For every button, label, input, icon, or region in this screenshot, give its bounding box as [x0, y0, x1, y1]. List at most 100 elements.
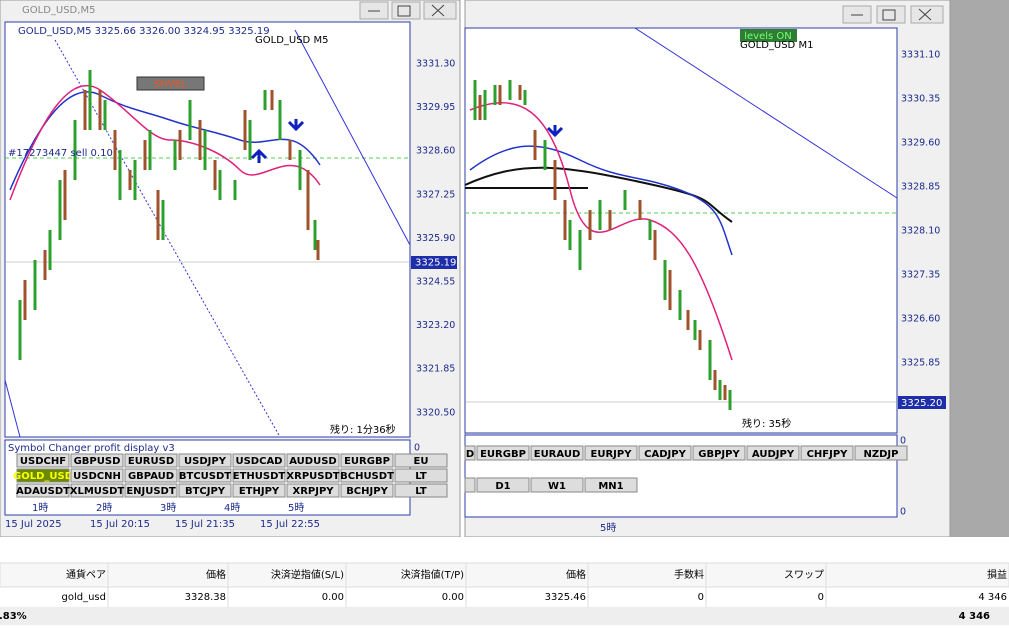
symbol-button[interactable] [394, 453, 448, 468]
symbol-label: ENJUSDT [126, 486, 176, 497]
symbol-button[interactable] [800, 445, 854, 461]
timeframe-button[interactable] [464, 477, 476, 493]
symbol-button[interactable] [178, 453, 232, 468]
time-label: 3時 [160, 502, 176, 514]
symbol-button[interactable] [232, 483, 286, 498]
table-cell: 0 [698, 592, 704, 603]
symbol-button[interactable] [232, 468, 286, 483]
arrow-down [546, 125, 564, 138]
window-icons [368, 4, 445, 17]
date-label: 15 Jul 2025 [5, 519, 62, 530]
symbol-button[interactable] [530, 445, 584, 461]
symbol-button[interactable] [124, 453, 178, 468]
timeframe-label: W1 [548, 481, 566, 492]
symbol-button[interactable] [584, 445, 638, 461]
symbol-label: XLMUSDT [70, 486, 125, 497]
levels-label: levels ON [744, 31, 792, 42]
timeframe-label: D1 [495, 481, 510, 492]
candles [18, 70, 320, 360]
symbol-label: USDCHF [20, 456, 66, 467]
symbol-button[interactable] [340, 453, 394, 468]
timeframe-button[interactable] [476, 477, 530, 493]
symbol-button[interactable] [124, 483, 178, 498]
symbol-label: ETHJPY [239, 486, 280, 497]
timeframe-button[interactable] [530, 477, 584, 493]
symbol-button[interactable] [16, 468, 70, 483]
symbol-label: LT [415, 486, 427, 497]
table-header-cell: 損益 [987, 568, 1007, 581]
shvel-box [136, 76, 205, 91]
order-label: #17273447 sell 0.10 [8, 148, 113, 159]
symbol-button[interactable] [16, 483, 70, 498]
symbol-button[interactable] [476, 445, 530, 461]
current-price: 3325.19 [415, 258, 456, 269]
symbol-label: EURGBP [344, 456, 390, 467]
time-label: 5時 [288, 502, 304, 514]
date-label: 15 Jul 21:35 [175, 519, 235, 530]
symbol-label: GBPUSD [74, 456, 121, 467]
symbol-button[interactable] [746, 445, 800, 461]
price-label: 3331.10 [901, 50, 940, 61]
symbol-label: AUDJPY [752, 449, 795, 460]
symbol-label: CHFJPY [807, 449, 849, 460]
symbol-button[interactable] [70, 453, 124, 468]
table-footer [0, 607, 1009, 625]
close-button[interactable] [423, 1, 457, 20]
symbol-label: BCHJPY [346, 486, 388, 497]
time-label: 4時 [224, 502, 240, 514]
symbol-button[interactable] [178, 483, 232, 498]
price-label: 3331.30 [416, 59, 455, 70]
price-label: 3324.55 [416, 277, 455, 288]
ma-line [469, 102, 733, 361]
symbol-label: BTCJPY [185, 486, 226, 497]
ma-line [9, 84, 321, 201]
symbol-button[interactable] [394, 483, 448, 498]
shvel-label: SHVEL [154, 79, 187, 90]
symbol-button[interactable] [464, 445, 476, 461]
price-label: 3326.60 [901, 314, 940, 325]
symbol-button[interactable] [286, 483, 340, 498]
symbol-button[interactable] [286, 468, 340, 483]
left-chart-area [4, 21, 411, 438]
symbol-button[interactable] [232, 453, 286, 468]
symbol-label: USDCNH [73, 471, 121, 482]
window-icons [851, 8, 932, 21]
symbol-button[interactable] [70, 483, 124, 498]
table-cell: 0.00 [322, 592, 344, 603]
close-button[interactable] [910, 5, 944, 24]
timeframe-button[interactable] [584, 477, 638, 493]
table-cell: gold_usd [62, 592, 107, 603]
symbol-button[interactable] [638, 445, 692, 461]
symbol-button[interactable] [692, 445, 746, 461]
symbol-label: NZDJP [864, 449, 899, 460]
table-header-cell: 価格 [206, 568, 226, 581]
price-label: 3330.35 [901, 94, 940, 105]
symbol-label: EU [414, 456, 429, 467]
symbol-button[interactable] [124, 468, 178, 483]
arrow-down [287, 119, 305, 132]
price-label: 3328.60 [416, 146, 455, 157]
indicator-title: Symbol Changer profit display v3 [8, 443, 175, 454]
chart-big-title: GOLD_USD M5 [255, 35, 328, 46]
symbol-label: GOLD_USD [13, 471, 73, 482]
table-header-cell: 手数料 [674, 568, 704, 581]
footer-percent: 5.83% [0, 611, 27, 622]
symbol-button[interactable] [70, 468, 124, 483]
symbol-label: USDCAD [235, 456, 282, 467]
symbol-label: XRPJPY [292, 486, 334, 497]
symbol-label: EURAUD [534, 449, 581, 460]
symbol-button[interactable] [286, 453, 340, 468]
symbol-button[interactable] [340, 468, 394, 483]
symbol-button[interactable] [854, 445, 908, 461]
table-header-cell: 決済逆指値(S/L) [271, 568, 344, 581]
footer-total: 4 346 [959, 611, 990, 622]
symbol-button[interactable] [340, 483, 394, 498]
symbol-button[interactable] [16, 453, 70, 468]
symbol-label: AUDUSD [289, 456, 336, 467]
symbol-button[interactable] [394, 468, 448, 483]
price-label: 3325.90 [416, 233, 455, 244]
symbol-button[interactable] [178, 468, 232, 483]
price-label: 3328.85 [901, 182, 940, 193]
ma-line [469, 145, 733, 256]
